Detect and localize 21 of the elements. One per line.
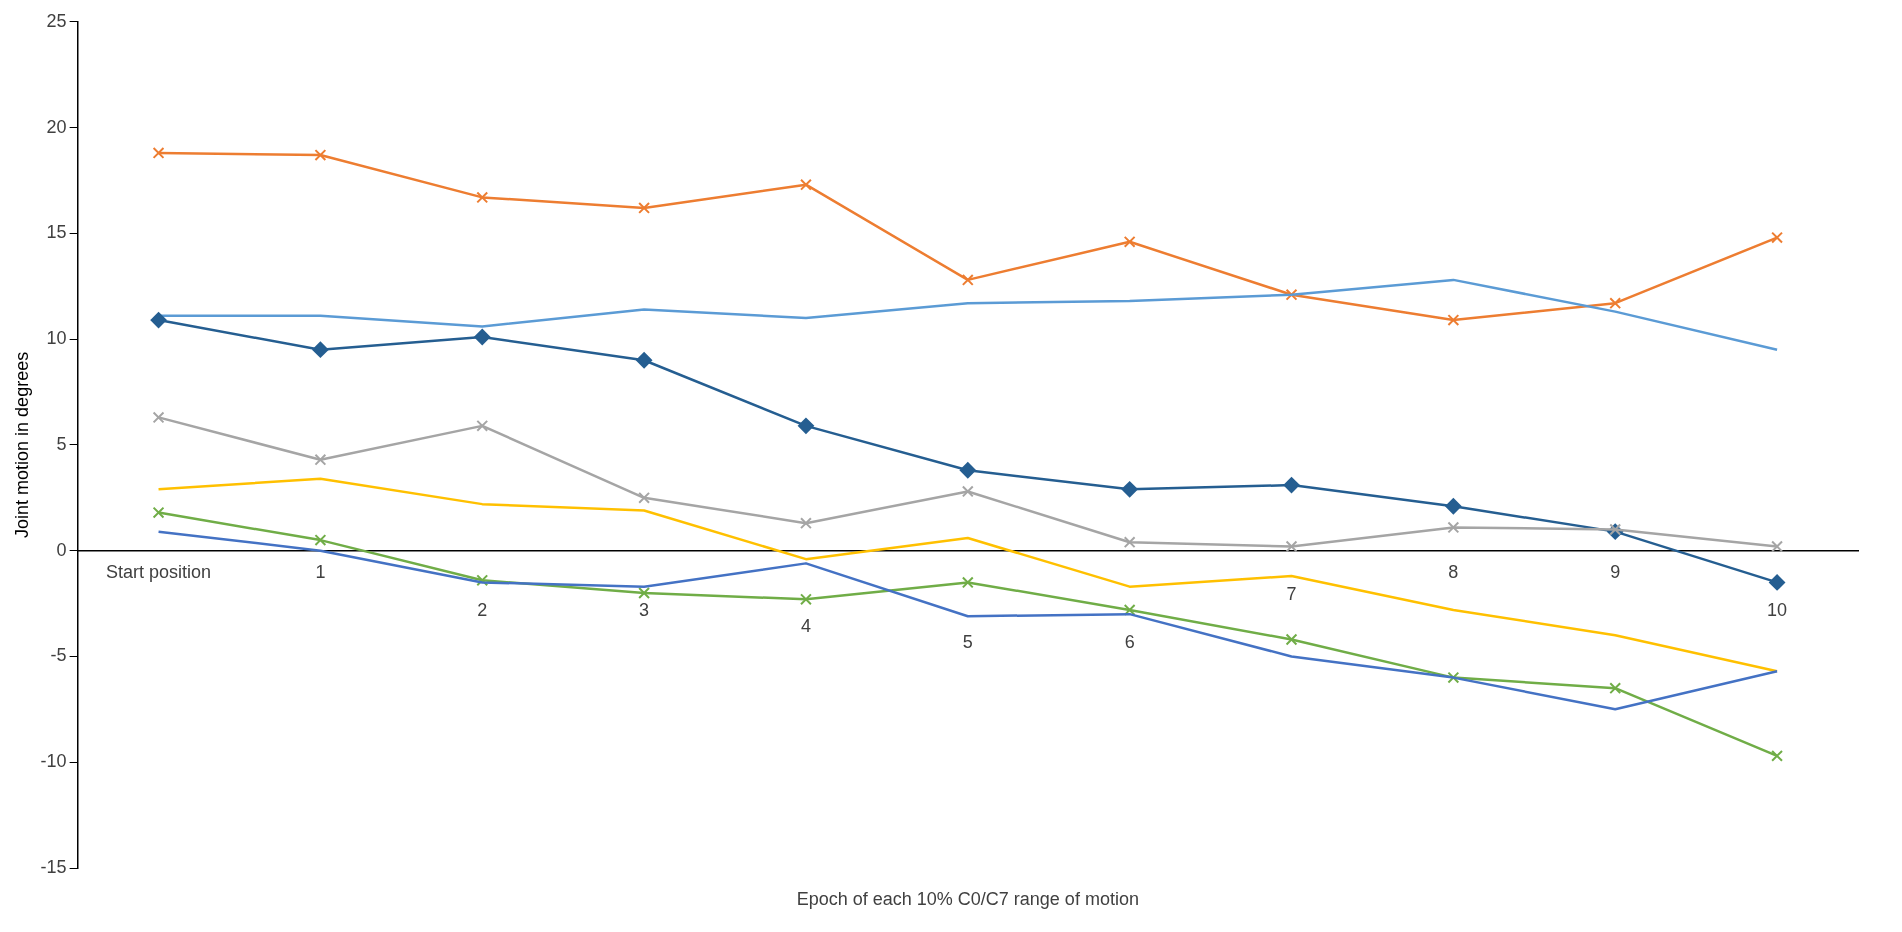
x-tick-label: 7 — [1286, 583, 1297, 604]
y-tick-label: 0 — [56, 539, 67, 560]
x-tick-label: 1 — [315, 561, 326, 582]
x-axis-title: Epoch of each 10% C0/C7 range of motion — [796, 888, 1139, 909]
x-tick-label: 3 — [639, 599, 650, 620]
x-tick-label: 8 — [1448, 561, 1459, 582]
y-tick-label: -5 — [50, 645, 67, 666]
x-tick-label: 2 — [477, 599, 488, 620]
x-tick-label: 9 — [1610, 561, 1621, 582]
y-tick-label: 15 — [46, 222, 67, 243]
y-tick-label: -15 — [40, 856, 67, 877]
x-tick-label: Start position — [106, 561, 212, 582]
y-tick-label: -10 — [40, 751, 67, 772]
x-tick-label: 10 — [1767, 599, 1788, 620]
y-tick-label: 10 — [46, 328, 67, 349]
y-tick-label: 25 — [46, 10, 67, 31]
x-tick-label: 6 — [1124, 631, 1135, 652]
y-tick-label: 20 — [46, 116, 67, 137]
y-axis-title: Joint motion in degrees — [11, 351, 32, 538]
y-tick-label: 5 — [56, 433, 67, 454]
x-tick-label: 4 — [800, 615, 811, 636]
